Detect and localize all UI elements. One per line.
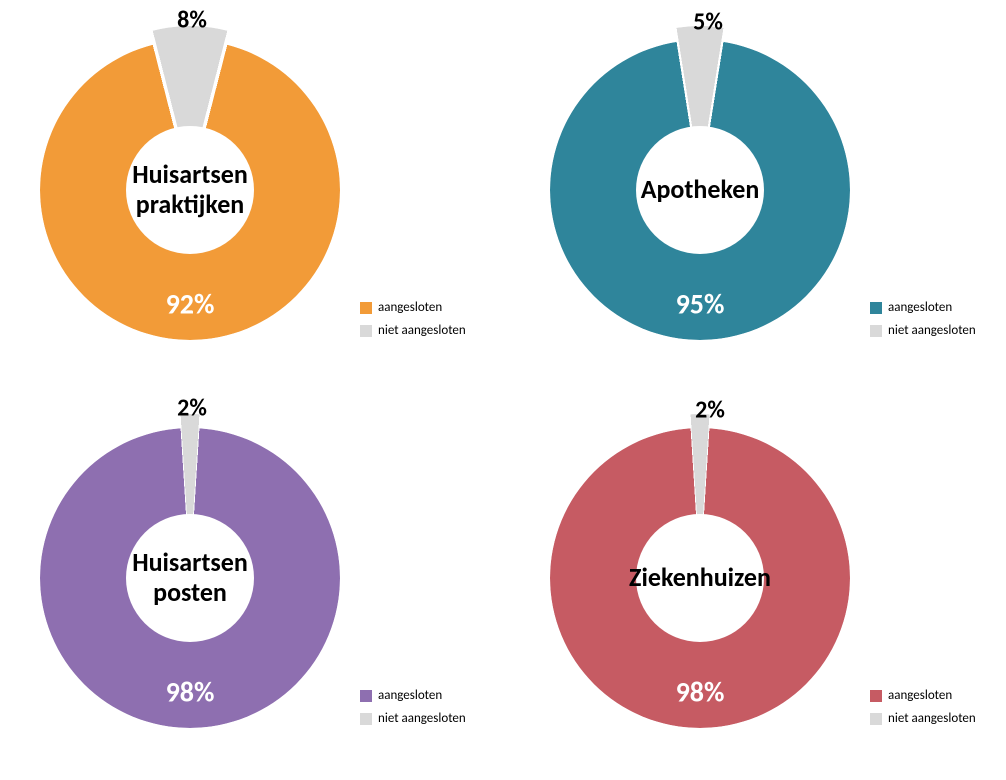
donut-wrap: Apotheken 95% 5% — [550, 40, 850, 340]
legend-label-not-connected: niet aangesloten — [378, 323, 466, 338]
donut-hole: Huisartsenposten — [126, 514, 254, 642]
legend-row-not-connected: niet aangesloten — [360, 711, 466, 726]
legend-row-not-connected: niet aangesloten — [360, 323, 466, 338]
legend-label-connected: aangesloten — [378, 300, 442, 315]
chart-huisartsen-posten: Huisartsenposten 98% 2% aangesloten niet… — [0, 390, 503, 780]
legend-swatch-connected — [360, 690, 372, 702]
primary-pct-label: 98% — [166, 675, 215, 710]
legend-swatch-connected — [870, 690, 882, 702]
donut-wrap: Ziekenhuizen 98% 2% — [550, 428, 850, 728]
primary-pct-label: 92% — [166, 287, 215, 322]
center-label: Huisartsenpraktijken — [132, 160, 248, 220]
legend-label-not-connected: niet aangesloten — [888, 323, 976, 338]
legend: aangesloten niet aangesloten — [870, 688, 976, 734]
secondary-pct-label: 2% — [177, 394, 207, 423]
donut-hole: Ziekenhuizen — [636, 514, 764, 642]
legend: aangesloten niet aangesloten — [360, 688, 466, 734]
legend-label-not-connected: niet aangesloten — [378, 711, 466, 726]
secondary-pct-label: 8% — [177, 6, 207, 35]
legend-row-not-connected: niet aangesloten — [870, 323, 976, 338]
legend-swatch-connected — [870, 302, 882, 314]
secondary-pct-label: 5% — [693, 8, 723, 37]
legend-swatch-connected — [360, 302, 372, 314]
primary-pct-label: 95% — [676, 287, 725, 322]
donut-wrap: Huisartsenpraktijken 92% 8% — [40, 40, 340, 340]
center-label: Huisartsenposten — [132, 548, 248, 608]
legend-swatch-not-connected — [870, 325, 882, 337]
chart-apotheken: Apotheken 95% 5% aangesloten niet aanges… — [503, 0, 1006, 390]
legend-row-not-connected: niet aangesloten — [870, 711, 976, 726]
legend-label-not-connected: niet aangesloten — [888, 711, 976, 726]
donut-hole: Apotheken — [636, 126, 764, 254]
legend-row-connected: aangesloten — [360, 300, 466, 315]
legend-label-connected: aangesloten — [378, 688, 442, 703]
legend-swatch-not-connected — [870, 713, 882, 725]
center-label: Apotheken — [641, 175, 760, 205]
donut-wrap: Huisartsenposten 98% 2% — [40, 428, 340, 728]
legend-label-connected: aangesloten — [888, 688, 952, 703]
legend-row-connected: aangesloten — [870, 688, 976, 703]
chart-ziekenhuizen: Ziekenhuizen 98% 2% aangesloten niet aan… — [503, 390, 1006, 780]
chart-huisartsen-praktijken: Huisartsenpraktijken 92% 8% aangesloten … — [0, 0, 503, 390]
legend-swatch-not-connected — [360, 713, 372, 725]
primary-pct-label: 98% — [676, 675, 725, 710]
legend-row-connected: aangesloten — [870, 300, 976, 315]
legend-swatch-not-connected — [360, 325, 372, 337]
donut-hole: Huisartsenpraktijken — [126, 126, 254, 254]
legend-label-connected: aangesloten — [888, 300, 952, 315]
center-label: Ziekenhuizen — [629, 563, 771, 593]
chart-grid: Huisartsenpraktijken 92% 8% aangesloten … — [0, 0, 1006, 780]
legend-row-connected: aangesloten — [360, 688, 466, 703]
legend: aangesloten niet aangesloten — [360, 300, 466, 346]
legend: aangesloten niet aangesloten — [870, 300, 976, 346]
secondary-pct-label: 2% — [695, 396, 725, 425]
